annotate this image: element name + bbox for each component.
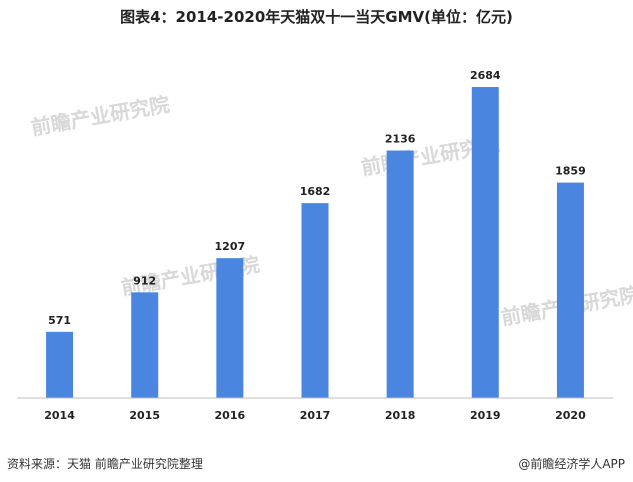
x-tick-label-2020: 2020	[555, 409, 586, 422]
value-label-2019: 2684	[470, 69, 501, 82]
value-label-2015: 912	[133, 274, 156, 287]
value-label-2016: 1207	[215, 240, 246, 253]
value-labels-group: 571 912 1207 1682 2136 2684 1859	[48, 69, 586, 327]
x-tick-labels-group: 2014 2015 2016 2017 2018 2019 2020	[44, 409, 586, 422]
bar-2018	[386, 150, 414, 398]
value-label-2018: 2136	[385, 133, 416, 146]
x-tick-label-2018: 2018	[385, 409, 416, 422]
value-label-2017: 1682	[300, 185, 331, 198]
bars-group	[46, 87, 584, 398]
x-tick-label-2019: 2019	[470, 409, 501, 422]
brand-credit: @前瞻经济学人APP	[518, 457, 625, 471]
value-label-2020: 1859	[555, 165, 586, 178]
bar-2014	[46, 331, 74, 398]
bar-2016	[216, 258, 244, 398]
x-tick-label-2014: 2014	[44, 409, 75, 422]
x-tick-label-2017: 2017	[300, 409, 331, 422]
source-note: 资料来源：天猫 前瞻产业研究院整理	[7, 457, 203, 471]
x-tick-label-2015: 2015	[129, 409, 160, 422]
x-tick-label-2016: 2016	[215, 409, 246, 422]
bar-2019	[471, 87, 499, 398]
bar-2020	[556, 182, 584, 398]
value-label-2014: 571	[48, 314, 71, 327]
bar-2015	[131, 292, 159, 398]
bar-2017	[301, 203, 329, 398]
chart-title: 图表4：2014-2020年天猫双十一当天GMV(单位：亿元)	[120, 8, 513, 26]
